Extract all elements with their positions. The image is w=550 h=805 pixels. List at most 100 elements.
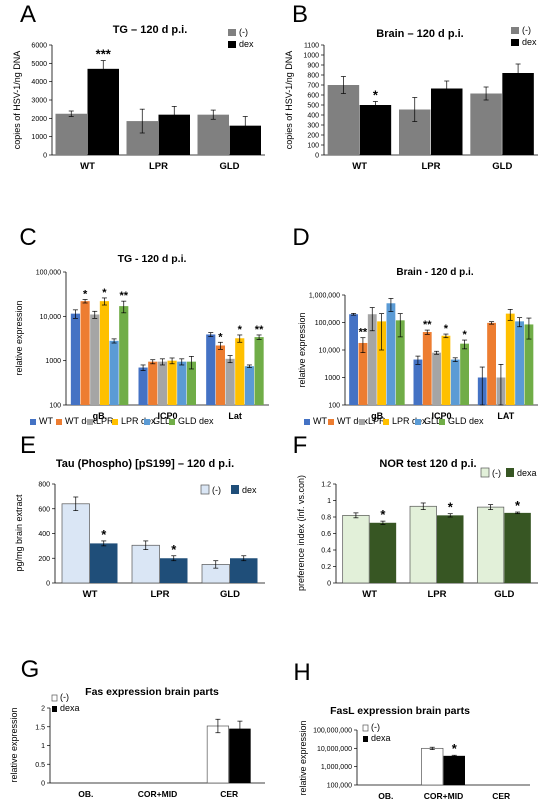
legend-swatch [200,484,210,495]
y-tick-label: 400 [38,531,50,538]
bar [524,324,534,405]
legend-swatch [511,27,519,34]
legend-swatch [228,29,236,36]
bar [450,359,460,405]
significance-mark: * [515,498,521,513]
x-tick-label: GLD [220,589,240,600]
bar [197,114,229,155]
x-tick-label: GLD [219,161,239,172]
bar [230,558,258,583]
legend-swatch [506,468,514,477]
bar [502,73,534,155]
significance-mark: ** [119,290,128,302]
bar [413,359,423,405]
y-tick-label: 500 [307,103,319,110]
x-tick-label: gB [371,411,383,421]
panel-letter: A [20,1,36,28]
x-tick-label: WT [352,161,367,172]
bar [487,322,496,405]
bar [109,340,119,405]
bar [206,334,216,405]
y-tick-label: 10,000 [319,348,341,355]
bar [70,313,80,405]
significance-mark: * [102,287,107,299]
legend-swatch [112,419,118,425]
legend-swatch [362,724,369,732]
legend-label: GLD [153,416,172,426]
legend-swatch [169,419,175,425]
y-tick-label: 0 [41,781,45,788]
x-tick-label: gB. [93,411,108,421]
bar [235,338,245,405]
significance-mark: * [238,324,243,336]
y-tick-label: 100 [328,403,340,410]
bar [55,113,87,155]
bar [504,512,531,583]
legend-swatch [383,419,389,425]
significance-mark: *** [96,47,112,62]
bar [119,306,129,405]
y-tick-label: 400 [307,113,319,120]
legend-swatch [415,419,421,425]
legend-label: dex [242,485,257,495]
chart-title: Brain - 120 d p.i. [396,267,473,278]
y-tick-label: 1000 [324,375,340,382]
legend-label: LPR [368,416,386,426]
bar [431,88,463,155]
x-tick-label: LPR [151,589,170,600]
y-axis-label: relative expression [297,312,307,387]
y-tick-label: 1000 [31,134,47,141]
chart-panel-f: F NOR test 120 d p.i. 0 0.2 0.4 0.6 0.8 1 1.2 pre… [293,432,538,600]
significance-mark: ** [359,327,368,339]
chart-panel-g: G Fas expression brain parts 0 0.5 1 1.5 2 rela… [9,656,265,799]
bar [358,342,368,405]
panel-letter: E [20,432,36,459]
chart-title: TG - 120 d p.i. [118,253,187,265]
legend-swatch [304,419,310,425]
legend-swatch [87,419,93,425]
chart-title: FasL expression brain parts [330,705,470,717]
y-axis-label: relative expression [14,300,24,375]
legend-swatch [52,706,57,712]
x-tick-label: LPR [428,589,447,600]
legend-label: (-) [492,468,501,478]
significance-mark: * [171,542,177,557]
y-tick-label: 0.5 [35,762,45,769]
legend-label: dexa [371,733,391,743]
panel-letter: H [293,659,310,686]
legend-swatch [231,485,239,494]
legend-label: (-) [60,692,69,702]
legend-label: (-) [522,25,531,35]
y-tick-label: 100,000,000 [313,728,352,735]
y-tick-label: 1 [327,498,331,505]
y-tick-label: 200 [307,133,319,140]
y-tick-label: 5000 [31,61,47,68]
bar [206,725,230,784]
chart-title: Brain – 120 d p.i. [376,28,463,40]
legend-swatch [56,419,62,425]
legend-swatch [51,694,58,702]
panel-letter: F [293,432,308,459]
y-tick-label: 700 [307,83,319,90]
x-tick-label: LAT [497,411,514,421]
bar [432,352,441,405]
y-tick-label: 800 [307,73,319,80]
y-tick-label: 200 [38,556,50,563]
bar [177,361,187,405]
x-tick-label: GLD [492,161,512,172]
x-tick-label: COR+MID [424,791,463,801]
y-axis-label: copies of HSV-1/ng DNA [12,51,22,150]
y-tick-label: 600 [38,506,50,513]
bar [377,321,386,405]
bar [515,321,524,405]
legend-label: GLD [424,416,443,426]
y-tick-label: 0 [315,153,319,160]
bar [437,515,464,583]
bar [80,301,90,405]
bar [422,332,432,405]
legend-swatch [511,39,519,46]
chart-panel-a: A TG – 120 d p.i. 0 1000 2000 3000 4000 5000 600… [12,1,265,172]
bar [215,345,225,405]
significance-mark: * [448,500,454,515]
bar [138,367,148,405]
